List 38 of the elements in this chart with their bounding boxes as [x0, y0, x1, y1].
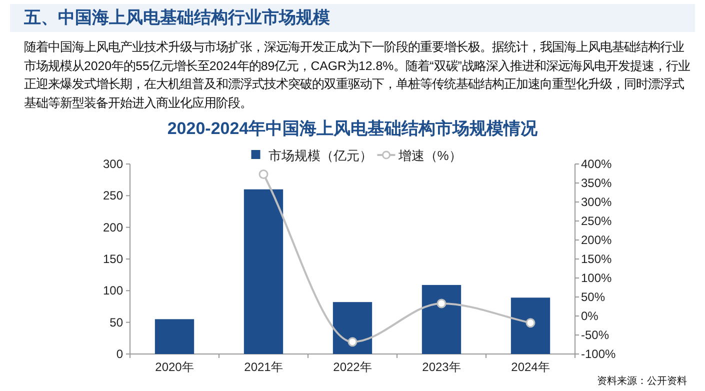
x-tick-label: 2024年: [511, 360, 550, 374]
text: 五、中国海上风电基础结构行业市场规模: [10, 4, 695, 32]
y-tick-label: 50: [110, 315, 124, 330]
bar: [332, 302, 372, 354]
chart-title: 2020-2024年中国海上风电基础结构市场规模情况: [166, 118, 539, 140]
legend-label: 市场规模（亿元）: [268, 148, 372, 163]
y-tick-label: 200: [102, 220, 124, 234]
bar: [154, 319, 194, 354]
y2-tick-label: -50%: [581, 328, 610, 342]
x-tick-label: 2022年: [333, 360, 372, 374]
point: [526, 318, 536, 328]
y2-tick-label: -100%: [581, 347, 616, 361]
y2-tick-label: 0%: [581, 309, 599, 323]
legend-label: 增速（%）: [397, 148, 462, 163]
y2-tick-label: 100%: [581, 271, 612, 285]
bar: [510, 298, 550, 354]
x-tick-label: 2020年: [155, 360, 194, 374]
y2-tick-label: 400%: [581, 157, 612, 171]
y-tick-label: 100: [102, 284, 124, 298]
y2-tick-label: 150%: [581, 252, 612, 266]
x-tick-label: 2021年: [244, 360, 283, 374]
y-tick-label: 250: [102, 188, 124, 203]
y2-tick-label: 200%: [581, 233, 612, 247]
y2-tick-label: 350%: [581, 176, 612, 190]
y2-tick-label: 250%: [581, 214, 612, 228]
point: [348, 337, 358, 347]
y-tick-label: 150: [102, 252, 124, 266]
text: 资料来源：公开资料: [597, 374, 687, 388]
point: [258, 170, 268, 180]
y-tick-label: 0: [116, 347, 124, 361]
y2-tick-label: 50%: [581, 290, 606, 304]
x-tick-label: 2023年: [422, 360, 461, 374]
text: 随着中国海上风电产业技术升级与市场扩张，深远海开发正成为下一阶段的重要增长极。据统计，我国海上风电基础结构行业市场规模从2020年的55亿元增长至2024年的89亿元，CAGR为12.8%。随着“双碳”战略深入推进和深远海风电开发提速，行业正迎来爆发式增长期，在大机组普及和漂浮式技术突破的双重驱动下，单桩等传统基础结构正加速向重型化升级，同时漂浮式基础等新型装备开始进入商业化应用阶段。: [24, 39, 691, 112]
bar: [422, 284, 462, 354]
y-tick-label: 300: [102, 157, 124, 171]
bar: [244, 189, 284, 354]
y2-tick-label: 300%: [581, 195, 612, 209]
point: [436, 298, 446, 308]
